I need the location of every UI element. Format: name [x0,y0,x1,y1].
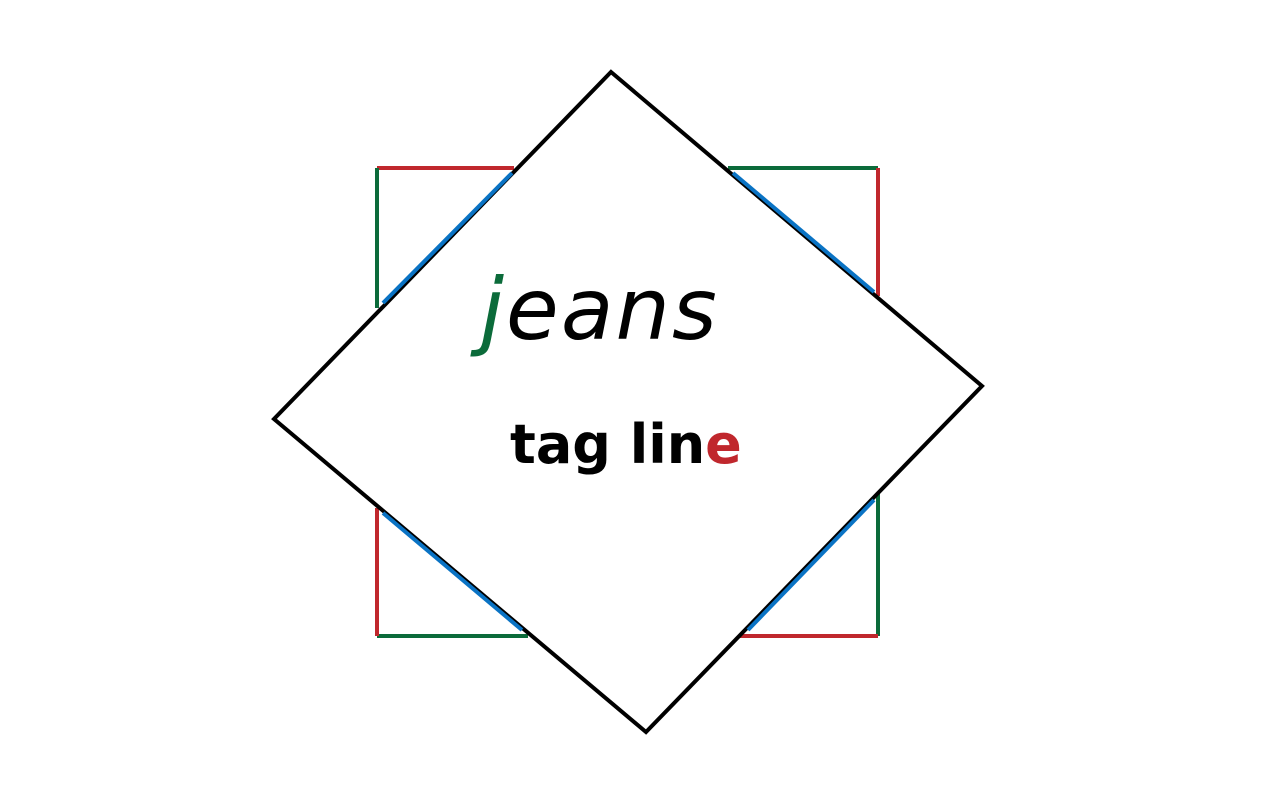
brand-wordmark: jeans [480,250,800,370]
diamond-outline [271,69,985,735]
highlight-top-right [731,171,876,294]
brand-initial: j [480,260,506,360]
highlight-top-left [381,171,514,305]
brand-rest: eans [505,260,719,360]
highlight-bottom-left [381,511,524,632]
tagline-last-letter: e [705,413,742,476]
tagline-main: tag lin [510,413,706,476]
highlight-bottom-right [746,498,876,632]
back-square [375,166,880,638]
diamond-highlights [381,171,876,632]
tagline: tag line [510,410,770,480]
